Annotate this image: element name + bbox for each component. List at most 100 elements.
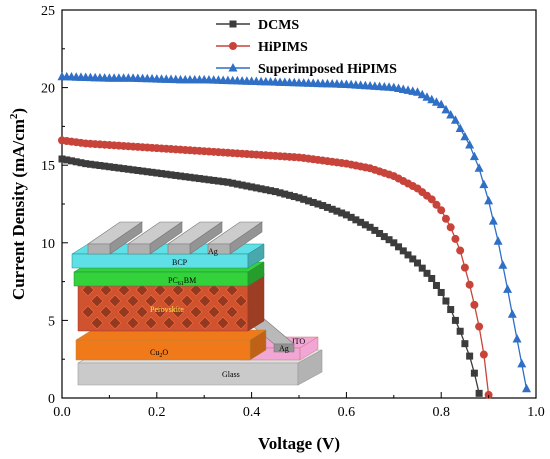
series-0-point-29 (195, 175, 203, 183)
y-tick-label-1: 5 (48, 314, 55, 329)
series-0-point-87 (470, 369, 478, 377)
bcp-label: BCP (172, 258, 188, 267)
perovskite-octahedron-2 (117, 283, 131, 297)
cu2o-layer (75, 329, 267, 341)
x-tick-label-3: 0.6 (338, 405, 356, 420)
series-1-point-79 (432, 200, 441, 209)
series-2-point-79 (431, 97, 441, 106)
series-2-point-97 (517, 358, 527, 368)
cu2o-layer-side (249, 329, 267, 361)
series-0-point-51 (300, 195, 308, 203)
series-0-point-47 (281, 190, 289, 198)
top-ag-bar-front-0 (87, 243, 111, 255)
series-0-point-71 (395, 243, 403, 251)
series-0-point-85 (461, 340, 469, 348)
series-0-point-86 (466, 352, 474, 360)
series-0-point-64 (361, 221, 369, 229)
series-0-point-68 (380, 233, 388, 241)
series-0-point-45 (271, 188, 279, 196)
pcbm-layer-side (247, 261, 265, 287)
series-2-point-94 (503, 284, 513, 293)
series-0-point-15 (129, 166, 137, 174)
glass-layer-front (77, 362, 299, 386)
series-0 (58, 155, 483, 397)
bcp-layer-front (71, 253, 249, 269)
top-ag-bar-front-3 (207, 243, 231, 255)
series-2-point-82 (446, 110, 456, 119)
y-tick-label-0: 0 (48, 392, 55, 407)
series-0-point-23 (167, 171, 175, 179)
perovskite-octahedron-17 (234, 294, 248, 308)
perovskite-octahedron-27 (90, 316, 104, 330)
series-0-point-53 (309, 198, 317, 206)
series-0-point-7 (91, 161, 99, 169)
series-0-point-70 (390, 239, 398, 247)
top-ag-bar-front-2 (167, 243, 191, 255)
series-0-point-4 (77, 159, 85, 167)
series-1-point-89 (479, 350, 488, 359)
series-0-point-78 (428, 274, 436, 282)
series-0-point-40 (248, 183, 256, 191)
series-0-point-83 (451, 316, 459, 324)
series-0-point-80 (437, 288, 445, 296)
legend-marker-1 (229, 42, 237, 50)
series-2-point-90 (484, 195, 494, 205)
y-tick-label-4: 20 (41, 82, 55, 97)
series-0-point-5 (82, 160, 90, 168)
axes-layer: 0.0 0.2 0.4 0.6 0.8 1.0 0 5 10 15 20 25 (41, 4, 545, 420)
series-0-point-77 (423, 269, 431, 277)
pcbm-layer-front (73, 271, 249, 287)
series-0-point-20 (153, 169, 161, 177)
series-0-point-65 (366, 223, 374, 231)
series-0-point-35 (224, 178, 232, 186)
top-ag-electrodes (87, 221, 263, 255)
series-2-point-75 (413, 87, 422, 96)
series-0-point-41 (252, 184, 260, 192)
series-1-point-81 (441, 214, 450, 223)
cu2o-label: Cu2O (150, 348, 168, 359)
series-0-point-82 (447, 306, 455, 314)
perovskite-octahedron-10 (108, 294, 122, 308)
perovskite-octahedron-1 (99, 283, 113, 297)
series-0-point-34 (219, 178, 227, 186)
series-0-point-11 (110, 163, 118, 171)
series-0-point-6 (86, 160, 94, 168)
x-tick-label-2: 0.4 (243, 405, 261, 420)
legend-marker-0 (229, 20, 237, 28)
perovskite-octahedron-24 (189, 305, 203, 319)
perovskite-octahedron-13 (162, 294, 176, 308)
series-1-point-85 (460, 263, 469, 272)
series-0-point-42 (257, 185, 265, 193)
series-0-point-61 (347, 213, 355, 221)
perovskite-octahedron-8 (225, 283, 239, 297)
legend-label-1: HiPIMS (258, 40, 308, 55)
series-2-point-93 (498, 260, 508, 269)
perovskite-octahedron-21 (135, 305, 149, 319)
ito-layer-side (299, 336, 319, 361)
perovskite-octahedron-7 (207, 283, 221, 297)
series-0-point-24 (172, 171, 180, 179)
series-0-point-18 (143, 168, 151, 176)
perovskite-octahedron-18 (81, 305, 95, 319)
series-0-point-12 (115, 164, 123, 172)
series-0-point-52 (304, 197, 312, 205)
series-0-point-59 (338, 209, 346, 217)
series-0-point-76 (418, 264, 426, 272)
series-0-point-26 (181, 173, 189, 181)
series-2-point-81 (441, 104, 451, 114)
series-2 (57, 71, 532, 393)
series-0-point-0 (58, 155, 66, 163)
series-1-point-80 (437, 206, 446, 215)
series-0-point-73 (404, 251, 412, 259)
series-0-point-69 (385, 236, 393, 244)
series-2-point-89 (479, 179, 489, 189)
device-schematic-inset: Glass ITO Ag Cu2O Perovskite PC61BM (71, 221, 323, 386)
glass-label: Glass (222, 370, 240, 379)
series-0-point-84 (456, 327, 464, 335)
series-0-point-22 (162, 170, 170, 178)
perovskite-octahedron-3 (135, 283, 149, 297)
perovskite-octahedron-33 (198, 316, 212, 330)
series-1-point-84 (456, 246, 465, 255)
series-1-point-82 (446, 223, 455, 232)
series-0-point-25 (177, 172, 184, 180)
